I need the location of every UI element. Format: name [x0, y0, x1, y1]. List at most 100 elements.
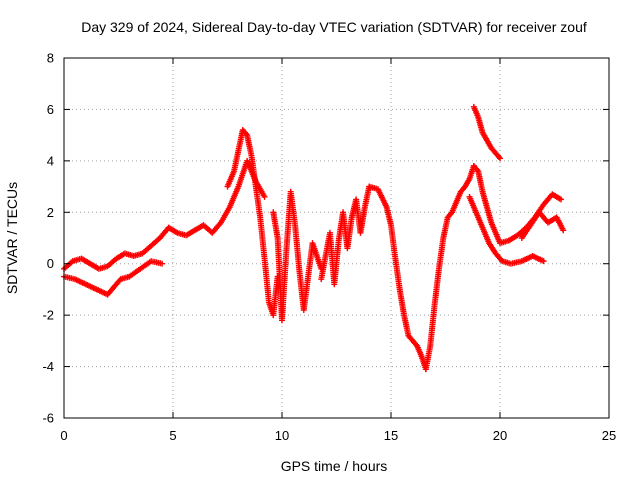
marker-trail — [79, 256, 92, 266]
marker-trail — [401, 314, 412, 337]
y-tick-label: 6 — [47, 102, 54, 117]
marker-trail — [493, 251, 505, 263]
y-tick-label: -6 — [42, 411, 54, 426]
marker-trail — [150, 258, 164, 267]
marker-trail — [184, 228, 197, 238]
marker-trail — [406, 334, 415, 343]
marker-trail — [546, 215, 559, 225]
marker-trail — [445, 210, 454, 220]
marker-trail — [362, 185, 372, 209]
marker-trail — [423, 344, 433, 371]
y-tick-label: 0 — [47, 256, 54, 271]
marker-trail — [88, 261, 101, 271]
marker-trail — [531, 253, 546, 264]
marker-trail — [248, 154, 259, 188]
data-point — [558, 196, 565, 203]
marker-trail — [519, 223, 533, 240]
marker-trail — [392, 257, 403, 291]
chart-title: Day 329 of 2024, Sidereal Day-to-day VTE… — [81, 19, 587, 35]
marker-trail — [449, 200, 459, 214]
marker-trail — [227, 185, 241, 209]
marker-trail — [167, 225, 179, 235]
marker-trail — [231, 149, 242, 173]
y-tick-label: -2 — [42, 308, 54, 323]
marker-trail — [140, 244, 153, 256]
marker-trail — [467, 195, 479, 214]
data-series — [61, 103, 567, 373]
marker-trail — [127, 266, 142, 279]
marker-trail — [493, 151, 502, 160]
marker-trail — [225, 169, 237, 188]
data-point — [261, 193, 268, 200]
sat-track-l — [518, 209, 567, 241]
marker-trail — [357, 205, 368, 235]
marker-trail — [489, 221, 498, 235]
marker-trail — [261, 257, 272, 304]
marker-trail — [331, 239, 342, 286]
marker-trail — [138, 259, 153, 271]
marker-trail — [218, 205, 232, 224]
marker-trail — [384, 205, 394, 227]
x-tick-label: 15 — [384, 428, 398, 443]
y-axis-label: SDTVAR / TECUs — [4, 182, 20, 294]
sat-track-k — [466, 193, 547, 267]
marker-trail — [554, 216, 566, 232]
marker-trail — [106, 256, 118, 268]
marker-trail — [489, 146, 498, 155]
x-tick-label: 20 — [493, 428, 507, 443]
sat-track-b — [61, 258, 166, 298]
marker-trail — [480, 131, 490, 142]
marker-trail — [507, 233, 519, 243]
data-point — [159, 260, 166, 267]
y-tick-label: 2 — [47, 205, 54, 220]
plot-frame — [63, 57, 610, 419]
marker-trail — [520, 253, 535, 264]
marker-trail — [301, 275, 311, 312]
marker-trail — [84, 282, 99, 292]
marker-trail — [375, 187, 389, 209]
marker-trail — [458, 184, 468, 194]
sat-track-h — [422, 163, 477, 373]
marker-trail — [484, 138, 494, 150]
marker-trail — [270, 211, 281, 240]
sat-track-e — [270, 188, 325, 324]
marker-trail — [462, 177, 472, 189]
marker-trail — [279, 249, 290, 322]
marker-trail — [484, 205, 494, 224]
marker-trail — [210, 221, 223, 235]
data-point — [497, 155, 503, 162]
data-point — [540, 258, 547, 265]
marker-trail — [257, 216, 268, 260]
marker-trail — [73, 276, 88, 287]
marker-trail — [431, 267, 442, 306]
marker-trail — [318, 254, 329, 281]
marker-trail — [454, 190, 464, 204]
sat-track-j — [470, 103, 503, 162]
sat-track-d — [224, 127, 281, 319]
marker-trail — [287, 190, 298, 227]
marker-trail — [105, 285, 117, 297]
marker-trail — [410, 339, 420, 348]
marker-trail — [550, 192, 563, 202]
marker-trail — [253, 185, 263, 219]
marker-trail — [344, 216, 355, 250]
marker-trail — [473, 211, 485, 229]
marker-trail — [270, 275, 281, 317]
marker-trail — [112, 277, 123, 289]
sat-track-f — [318, 183, 373, 288]
x-axis-label: GPS time / hours — [281, 458, 388, 474]
axis-ticks: 0 5 10 15 20 25 -6 -4 -2 0 2 4 6 8 — [42, 51, 616, 444]
sat-track-a — [61, 224, 172, 272]
marker-trail — [440, 216, 451, 240]
y-tick-label: 8 — [47, 51, 54, 66]
sat-track-c — [165, 157, 268, 239]
marker-trail — [493, 231, 503, 245]
marker-trail — [414, 344, 424, 358]
marker-trail — [427, 303, 438, 348]
marker-trail — [244, 134, 255, 157]
x-tick-label: 5 — [169, 428, 176, 443]
marker-trail — [388, 224, 399, 260]
marker-trail — [480, 226, 492, 245]
sat-track-g — [366, 183, 429, 373]
